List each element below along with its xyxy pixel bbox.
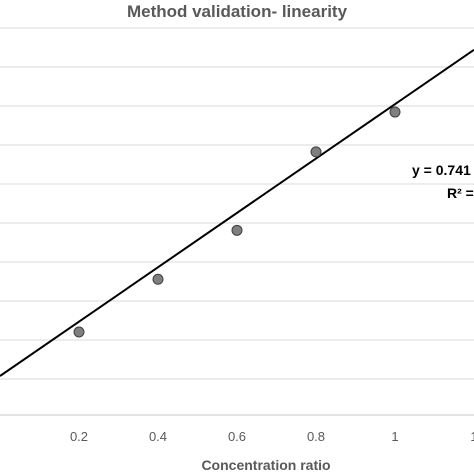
- data-point: [389, 106, 401, 118]
- x-tick-label: 0.6: [228, 429, 246, 444]
- trendline: [0, 48, 474, 377]
- r-squared-label: R² =: [447, 185, 474, 201]
- data-point: [152, 273, 164, 285]
- x-tick-label: 0.8: [307, 429, 325, 444]
- points-layer: [73, 106, 401, 338]
- x-tick-labels: 0.2 0.4 0.6 0.8 1 1: [70, 429, 474, 444]
- x-tick-label: 0.4: [149, 429, 167, 444]
- data-point: [231, 224, 243, 236]
- chart-title: Method validation- linearity: [127, 2, 348, 21]
- trendline-layer: [0, 48, 474, 377]
- data-point: [73, 326, 85, 338]
- data-point: [310, 146, 322, 158]
- x-tick-label: 0.2: [70, 429, 88, 444]
- grid-layer: [0, 27, 474, 380]
- x-axis-label: Concentration ratio: [201, 457, 330, 473]
- x-tick-label: 1: [470, 429, 474, 444]
- trendline-equation: y = 0.741: [412, 162, 471, 178]
- x-tick-label: 1: [391, 429, 398, 444]
